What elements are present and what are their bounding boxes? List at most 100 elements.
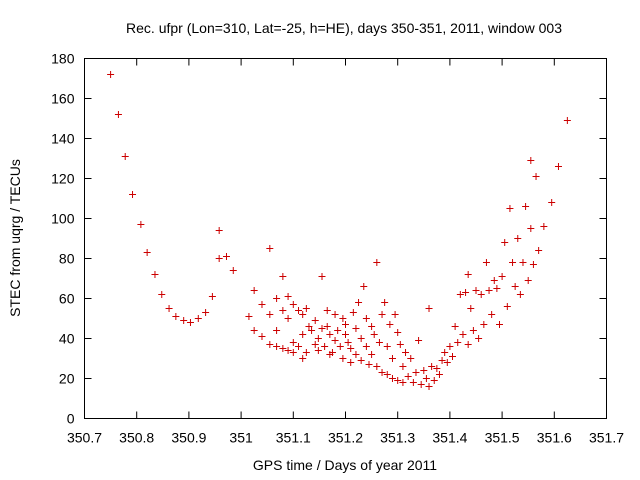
data-point [284,293,292,300]
y-axis-label: STEC from uqrg / TECUs [7,159,23,317]
data-point [352,325,360,332]
x-tick-label: 350.9 [171,430,206,446]
x-tick-label: 351.6 [537,430,572,446]
data-point [501,239,509,246]
data-point [514,235,522,242]
x-tick-label: 350.8 [119,430,154,446]
data-point [222,253,230,260]
data-point [375,339,383,346]
y-tick-label: 120 [51,171,75,187]
data-point [334,327,342,334]
x-tick-label: 351.4 [432,430,467,446]
data-point [299,355,307,362]
data-point [480,321,488,328]
data-point [462,289,470,296]
data-point [532,173,540,180]
data-point [396,341,404,348]
data-point [477,291,485,298]
data-point [373,363,381,370]
data-point [318,325,326,332]
data-point [425,383,433,390]
data-point [368,323,376,330]
data-point [151,271,159,278]
data-point [425,305,433,312]
data-point [202,309,210,316]
data-point [328,349,336,356]
data-point [258,333,266,340]
data-point [449,353,457,360]
data-point [459,331,467,338]
y-tick-label: 80 [59,251,75,267]
data-point [441,349,449,356]
data-point [194,315,202,322]
data-point [107,71,115,78]
y-tick-label: 100 [51,211,75,227]
data-point [339,315,347,322]
data-point [302,305,310,312]
data-point [370,331,378,338]
data-point [129,191,137,198]
data-point [295,343,303,350]
chart-title: Rec. ufpr (Lon=310, Lat=-25, h=HE), days… [126,20,562,36]
data-point [347,345,355,352]
data-point [394,377,402,384]
data-point [314,335,322,342]
data-point [273,295,281,302]
data-point [503,303,511,310]
data-point [454,339,462,346]
data-point [495,321,503,328]
data-point [475,335,483,342]
axis-ticks: 350.7 350.8 350.9 351 351.1 351.2 351.3 351.4 35… [51,51,624,446]
y-tick-label: 180 [51,51,75,67]
data-point [362,343,370,350]
data-point [172,313,180,320]
data-point [386,321,394,328]
x-tick-label: 351.5 [485,430,520,446]
data-point [360,283,368,290]
data-point [273,343,281,350]
y-tick-label: 160 [51,91,75,107]
data-point [342,321,349,328]
data-point [299,311,307,318]
data-point [540,223,548,230]
data-point [208,293,216,300]
data-point [279,307,287,314]
data-point [368,351,376,358]
x-tick-label: 351.2 [328,430,363,446]
data-point [378,311,386,318]
data-point [509,259,517,266]
x-tick-label: 351.3 [380,430,415,446]
data-point [511,283,519,290]
data-point [428,363,436,370]
data-point [381,299,389,306]
data-point [284,315,292,322]
data-point [362,315,370,322]
data-point [409,379,417,386]
data-point [326,331,334,338]
x-tick-label: 351.1 [276,430,311,446]
data-point [527,157,535,164]
data-point [493,285,501,292]
data-point [446,343,454,350]
data-point [399,379,407,386]
data-point [215,227,223,234]
data-point [289,339,297,346]
data-point [563,117,571,124]
data-point [373,259,381,266]
data-point [482,259,490,266]
data-point [488,311,496,318]
data-point [344,339,352,346]
data-point [347,359,355,366]
data-point [279,273,287,280]
data-point [342,331,349,338]
data-point [394,329,402,336]
data-point [399,363,407,370]
data-point [412,369,420,376]
x-axis-label: GPS time / Days of year 2011 [253,457,437,473]
data-point [422,375,430,382]
data-point [535,247,543,254]
data-point [284,347,292,354]
data-point [433,365,441,372]
data-point [121,153,129,160]
data-point [250,287,258,294]
